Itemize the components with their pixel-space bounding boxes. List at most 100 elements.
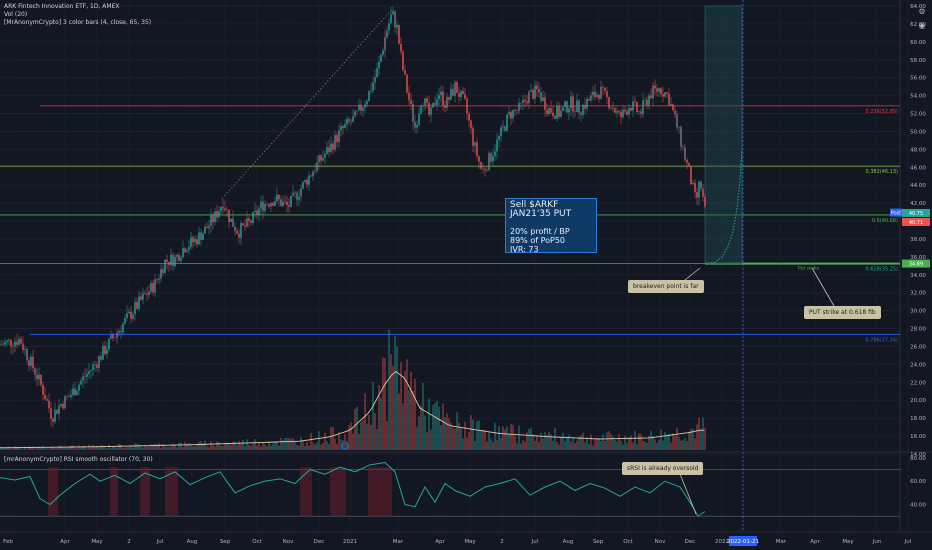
volume-bar (680, 440, 682, 450)
candle-body (432, 102, 434, 108)
candle-body (438, 94, 440, 100)
volume-bar (672, 433, 674, 450)
volume-bar (262, 442, 264, 450)
candle-body (642, 100, 644, 114)
candle-body (322, 157, 324, 161)
camera-icon[interactable]: ◉ (918, 21, 926, 30)
volume-bar (366, 423, 368, 450)
candle-body (232, 218, 234, 227)
candle-body (546, 109, 548, 115)
candle-body (492, 156, 494, 162)
candle-body (504, 126, 506, 131)
volume-bar (348, 425, 350, 450)
volume-bar (354, 408, 356, 450)
volume-bar (622, 444, 624, 450)
time-tick-label: Jul (156, 539, 164, 545)
volume-bar (400, 361, 402, 450)
volume-bar (150, 444, 152, 450)
volume-bar (382, 357, 384, 450)
volume-bar (8, 446, 10, 450)
candle-body (264, 203, 266, 211)
volume-bar (504, 429, 506, 450)
time-tick-label: May (842, 539, 854, 545)
volume-bar (542, 438, 544, 450)
time-tick-label: Jul (904, 539, 912, 545)
price-tick-label: 20.00 (910, 398, 926, 404)
volume-bar (660, 429, 662, 450)
candle-body (566, 101, 568, 113)
trade-title: Sell $ARKF JAN21'35 PUT (510, 200, 572, 219)
candle-body (632, 101, 634, 111)
candle-body (678, 126, 680, 128)
volume-bar (484, 429, 486, 450)
volume-bar (428, 398, 430, 450)
trade-line-ivr: IVR: 73 (510, 245, 539, 254)
volume-bar (148, 446, 150, 450)
volume-bar (388, 329, 390, 450)
fib-label-0.5: 0.5(40.68) (872, 218, 898, 224)
candle-body (572, 96, 574, 112)
strike-callout[interactable]: PUT strike at 0.618 fib (804, 306, 881, 319)
osc-tick-label: 40.00 (910, 503, 926, 509)
candle-body (52, 418, 54, 422)
candle-body (530, 90, 532, 92)
put-strike-label: Put strike (798, 266, 819, 272)
candle-body (646, 99, 648, 106)
volume-bar (246, 439, 248, 450)
volume-bar (450, 422, 452, 450)
trade-note[interactable]: Sell $ARKF JAN21'35 PUT 20% profit / BP … (505, 198, 597, 254)
candle-body (318, 155, 320, 163)
candle-body (388, 23, 390, 31)
volume-bar (252, 442, 254, 450)
volume-bar (192, 446, 194, 450)
volume-bar (14, 446, 16, 450)
osc-tick-label: 60.00 (910, 479, 926, 485)
candle-body (340, 126, 342, 131)
srsi-callout[interactable]: sRSI is already oversold (622, 462, 704, 475)
candle-body (638, 111, 640, 113)
volume-bar (18, 446, 20, 450)
volume-bar (538, 441, 540, 450)
candle-body (124, 318, 126, 324)
candle-body (68, 396, 70, 398)
volume-bar (468, 431, 470, 450)
candle-body (386, 30, 388, 38)
breakeven-callout[interactable]: breakeven point is far (628, 280, 704, 293)
candle-body (462, 90, 464, 95)
candle-body (602, 87, 604, 88)
candle-body (442, 91, 444, 106)
volume-bar (500, 437, 502, 450)
candle-body (542, 97, 544, 101)
volume-bar (684, 437, 686, 450)
gear-icon[interactable]: ⚙ (918, 7, 926, 16)
candle-body (406, 74, 408, 93)
candle-body (40, 374, 42, 385)
time-tick-label: Apr (810, 539, 820, 545)
candle-body (186, 250, 188, 253)
volume-bar (594, 438, 596, 450)
candle-body (210, 215, 212, 226)
candle-body (426, 98, 428, 103)
price-tick-label: 14.00 (910, 452, 926, 458)
candle-body (394, 11, 396, 28)
volume-bar (636, 444, 638, 450)
fib-label-0.786: 0.786(27.36) (865, 337, 898, 343)
candle-body (204, 226, 206, 234)
volume-bar (458, 422, 460, 450)
candle-body (84, 376, 86, 378)
candle-body (552, 112, 554, 116)
candle-body (490, 153, 492, 162)
volume-bar (616, 441, 618, 450)
volume-bar (46, 448, 48, 450)
volume-bar (506, 426, 508, 450)
candle-body (20, 338, 22, 344)
price-tick-label: 44.00 (910, 183, 926, 189)
candle-body (164, 259, 166, 274)
volume-bar (330, 427, 332, 450)
volume-bar (452, 427, 454, 450)
volume-bar (658, 439, 660, 450)
volume-bar (634, 430, 636, 450)
candle-body (380, 54, 382, 62)
volume-bar (558, 444, 560, 450)
